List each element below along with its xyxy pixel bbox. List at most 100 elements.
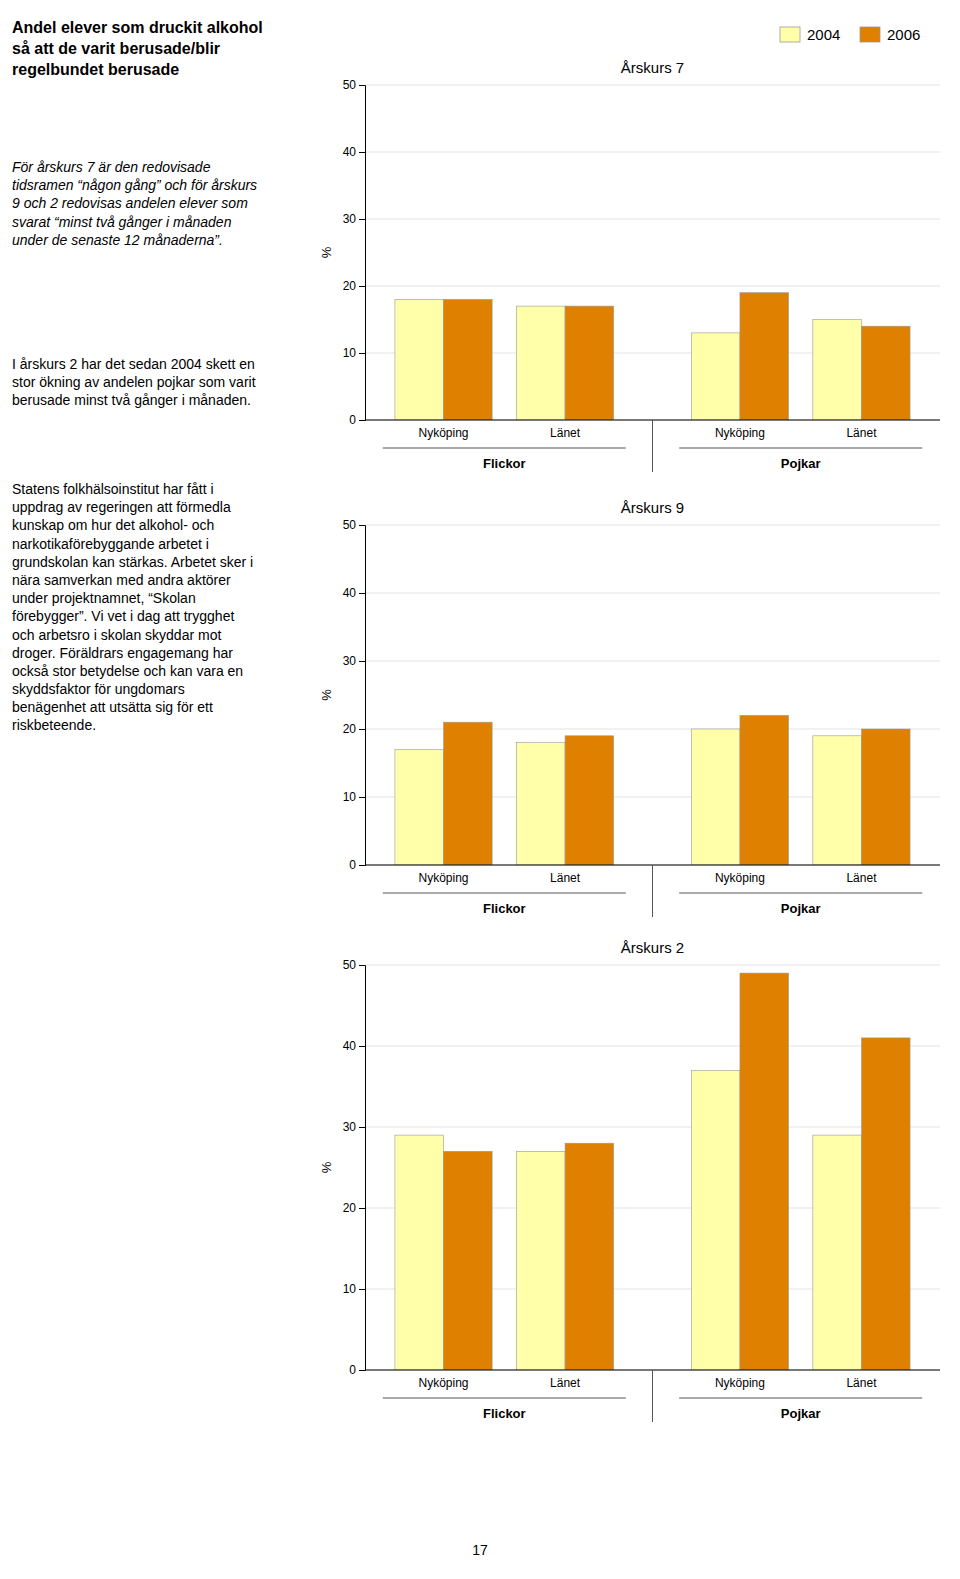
side-text: I årskurs 2 har det sedan 2004 skett en … bbox=[12, 355, 312, 410]
y-tick-mark bbox=[359, 1370, 365, 1371]
y-tick-label: 30 bbox=[343, 212, 357, 226]
bar bbox=[813, 320, 862, 421]
y-tick-label: 20 bbox=[343, 279, 357, 293]
y-tick-label: 30 bbox=[343, 654, 357, 668]
y-tick: 30 bbox=[343, 654, 365, 668]
grid-line bbox=[365, 593, 940, 594]
x-tick-label: Nyköping bbox=[419, 871, 469, 885]
grid bbox=[365, 965, 940, 1370]
y-axis-line bbox=[359, 86, 366, 421]
grid-line bbox=[365, 965, 940, 966]
y-tick-label: 0 bbox=[349, 1363, 356, 1377]
grid-line bbox=[365, 286, 940, 287]
group-separator bbox=[652, 865, 653, 917]
bar-series bbox=[444, 973, 911, 1370]
chart-title: Årskurs 2 bbox=[621, 939, 684, 956]
legend-swatch bbox=[780, 27, 800, 42]
y-tick-mark bbox=[359, 965, 365, 966]
y-axis: 0 10 20 30 40 50 bbox=[343, 518, 366, 872]
grid-line bbox=[365, 525, 940, 526]
y-tick-mark bbox=[359, 797, 365, 798]
grid bbox=[365, 85, 940, 420]
grid-line bbox=[365, 1127, 940, 1128]
group-label: Flickor bbox=[483, 456, 526, 471]
page-number: 17 bbox=[472, 1542, 488, 1558]
bar bbox=[813, 1135, 862, 1370]
grid-line bbox=[365, 152, 940, 153]
grid-line bbox=[365, 219, 940, 220]
group-bracket bbox=[383, 1398, 626, 1399]
y-tick: 20 bbox=[343, 279, 365, 293]
bar bbox=[565, 1143, 614, 1370]
bar bbox=[395, 299, 444, 420]
y-tick: 10 bbox=[343, 790, 365, 804]
bar bbox=[861, 1038, 910, 1370]
bar bbox=[861, 729, 910, 865]
y-tick-label: 20 bbox=[343, 722, 357, 736]
page-root: 0 10 20 30 40 50 Nyköping Länet Nyköping Länet Fli… bbox=[0, 0, 960, 1579]
group-separator bbox=[652, 1370, 653, 1422]
y-tick-label: 50 bbox=[343, 518, 357, 532]
y-tick-mark bbox=[359, 420, 365, 421]
bar bbox=[740, 293, 789, 420]
y-tick-mark bbox=[359, 1289, 365, 1290]
y-tick: 30 bbox=[343, 1120, 365, 1134]
y-tick: 40 bbox=[343, 586, 365, 600]
legend-label: 2004 bbox=[807, 26, 840, 43]
group-bracket bbox=[679, 893, 922, 894]
chart: 01020304050NyköpingLänetNyköpingLänetFli… bbox=[319, 499, 940, 917]
grid-line bbox=[365, 1046, 940, 1047]
bar bbox=[516, 306, 565, 420]
y-tick-mark bbox=[359, 286, 365, 287]
side-text: För årskurs 7 är den redovisade tidsrame… bbox=[12, 158, 312, 249]
bar bbox=[813, 736, 862, 865]
group-bracket bbox=[383, 448, 626, 449]
x-tick-label: Länet bbox=[846, 871, 877, 885]
y-tick-mark bbox=[359, 152, 365, 153]
grid bbox=[365, 525, 940, 865]
chart-title: Årskurs 9 bbox=[621, 499, 684, 516]
group-bracket bbox=[383, 893, 626, 894]
y-tick: 40 bbox=[343, 145, 365, 159]
y-tick-label: 10 bbox=[343, 790, 357, 804]
side-text: Statens folkhälsoinstitut har fått i upp… bbox=[12, 480, 312, 735]
y-axis-label: % bbox=[319, 246, 334, 258]
y-axis-line bbox=[359, 966, 366, 1371]
x-tick-label: Nyköping bbox=[715, 1376, 765, 1390]
y-tick: 10 bbox=[343, 1282, 365, 1296]
chart-title: Årskurs 7 bbox=[621, 59, 684, 76]
bar-series bbox=[395, 299, 862, 420]
bar-series bbox=[395, 1070, 862, 1370]
y-tick-mark bbox=[359, 353, 365, 354]
bar bbox=[691, 333, 740, 420]
y-axis-label: % bbox=[319, 689, 334, 701]
y-tick-mark bbox=[359, 865, 365, 866]
x-tick-label: Nyköping bbox=[419, 426, 469, 440]
y-tick-label: 20 bbox=[343, 1201, 357, 1215]
grid-line bbox=[365, 85, 940, 86]
side-text: Andel elever som druckit alkohol så att … bbox=[12, 18, 312, 80]
bar bbox=[565, 306, 614, 420]
y-tick-mark bbox=[359, 85, 365, 86]
y-tick-mark bbox=[359, 593, 365, 594]
bar bbox=[691, 729, 740, 865]
bar bbox=[740, 715, 789, 865]
group-label: Flickor bbox=[483, 1406, 526, 1421]
bar bbox=[740, 973, 789, 1370]
y-axis-label: % bbox=[319, 1161, 334, 1173]
y-tick: 0 bbox=[349, 413, 365, 427]
group-label: Flickor bbox=[483, 901, 526, 916]
bar-series bbox=[444, 293, 911, 420]
y-tick: 50 bbox=[343, 518, 365, 532]
y-tick-mark bbox=[359, 525, 365, 526]
grid-line bbox=[365, 661, 940, 662]
x-tick-label: Länet bbox=[846, 1376, 877, 1390]
y-tick-label: 10 bbox=[343, 346, 357, 360]
y-tick: 0 bbox=[349, 858, 365, 872]
group-separator bbox=[652, 420, 653, 472]
legend-label: 2006 bbox=[887, 26, 920, 43]
x-tick-label: Länet bbox=[846, 426, 877, 440]
x-tick-label: Nyköping bbox=[715, 426, 765, 440]
x-tick-label: Länet bbox=[550, 871, 581, 885]
y-tick-mark bbox=[359, 1127, 365, 1128]
